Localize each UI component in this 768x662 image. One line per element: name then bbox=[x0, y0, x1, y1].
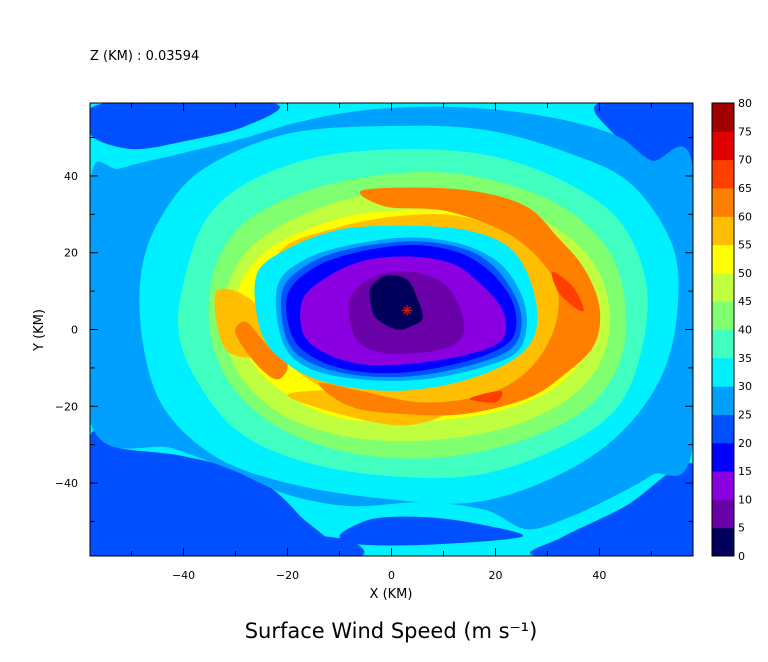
colorbar-segment bbox=[712, 442, 734, 472]
colorbar-tick-label: 45 bbox=[738, 295, 752, 308]
colorbar-tick-label: 0 bbox=[738, 550, 745, 563]
contour-region-60-65 bbox=[318, 187, 601, 416]
colorbar-segment bbox=[712, 159, 734, 189]
contour-region-60-65 bbox=[235, 321, 288, 380]
x-axis-label: X (KM) bbox=[370, 587, 413, 602]
colorbar-tick-label: 10 bbox=[738, 493, 752, 506]
colorbar-segment bbox=[712, 471, 734, 500]
colorbar-segment bbox=[712, 499, 734, 529]
colorbar-tick-label: 30 bbox=[738, 380, 752, 393]
colorbar-tick-label: 75 bbox=[738, 125, 752, 138]
colorbar-tick-label: 5 bbox=[738, 522, 745, 535]
colorbar-tick-label: 80 bbox=[738, 97, 752, 110]
colorbar-tick-label: 15 bbox=[738, 465, 752, 478]
colorbar-segment bbox=[712, 216, 734, 246]
contour-region-20-25 bbox=[90, 103, 280, 150]
colorbar-tick-label: 35 bbox=[738, 352, 752, 365]
x-tick-label: 0 bbox=[388, 569, 395, 582]
y-tick-label: −20 bbox=[55, 400, 78, 413]
x-tick-label: −40 bbox=[172, 569, 195, 582]
y-tick-label: −40 bbox=[55, 477, 78, 490]
colorbar-tick-label: 40 bbox=[738, 324, 752, 337]
contour-region-20-25 bbox=[593, 103, 693, 169]
x-tick-label: 20 bbox=[488, 569, 502, 582]
storm-center-marker bbox=[402, 305, 413, 316]
colorbar-tick-label: 70 bbox=[738, 154, 752, 167]
colorbar-segment bbox=[712, 103, 734, 132]
contour-region-20-25 bbox=[339, 516, 524, 546]
y-tick-label: 0 bbox=[71, 324, 78, 337]
contour-region-0-5 bbox=[369, 275, 423, 330]
colorbar-segment bbox=[712, 272, 734, 302]
chart-title: Surface Wind Speed (m s⁻¹) bbox=[245, 619, 538, 643]
colorbar-tick-label: 55 bbox=[738, 239, 752, 252]
colorbar-tick-label: 65 bbox=[738, 182, 752, 195]
plot-area bbox=[90, 103, 693, 556]
colorbar-segment bbox=[712, 244, 734, 274]
y-tick-label: 40 bbox=[64, 170, 78, 183]
contour-region-65-70 bbox=[551, 271, 584, 312]
colorbar-tick-label: 20 bbox=[738, 437, 752, 450]
contour-region-20-25 bbox=[90, 430, 332, 556]
y-axis-label: Y (KM) bbox=[32, 309, 47, 352]
colorbar-segment bbox=[712, 357, 734, 387]
colorbar-segment bbox=[712, 414, 734, 444]
y-tick-label: 20 bbox=[64, 247, 78, 260]
colorbar-segment bbox=[712, 329, 734, 359]
x-tick-label: −20 bbox=[276, 569, 299, 582]
colorbar-segment bbox=[712, 131, 734, 161]
contour-region-65-70 bbox=[469, 390, 503, 403]
colorbar-tick-label: 60 bbox=[738, 210, 752, 223]
colorbar-segment bbox=[712, 527, 734, 557]
colorbar: 0 5 10 15 20 25 30 35 40 45 50 55 60 65 70 75 80 bbox=[711, 97, 752, 563]
contour-region-20-25 bbox=[284, 535, 365, 556]
axis-ticks: −40 −20 0 20 40 −40 −20 0 20 40 bbox=[55, 103, 693, 582]
contour-fills bbox=[90, 103, 693, 556]
colorbar-segment bbox=[712, 301, 734, 330]
colorbar-segment bbox=[712, 386, 734, 415]
center-marker-stroke bbox=[403, 306, 412, 315]
colorbar-frame bbox=[711, 102, 735, 557]
colorbar-tick-label: 50 bbox=[738, 267, 752, 280]
z-level-label: Z (KM) : 0.03594 bbox=[90, 49, 199, 64]
contour-region-20-25 bbox=[529, 462, 693, 556]
colorbar-tick-label: 25 bbox=[738, 408, 752, 421]
colorbar-segment bbox=[712, 187, 734, 217]
x-tick-label: 40 bbox=[592, 569, 606, 582]
